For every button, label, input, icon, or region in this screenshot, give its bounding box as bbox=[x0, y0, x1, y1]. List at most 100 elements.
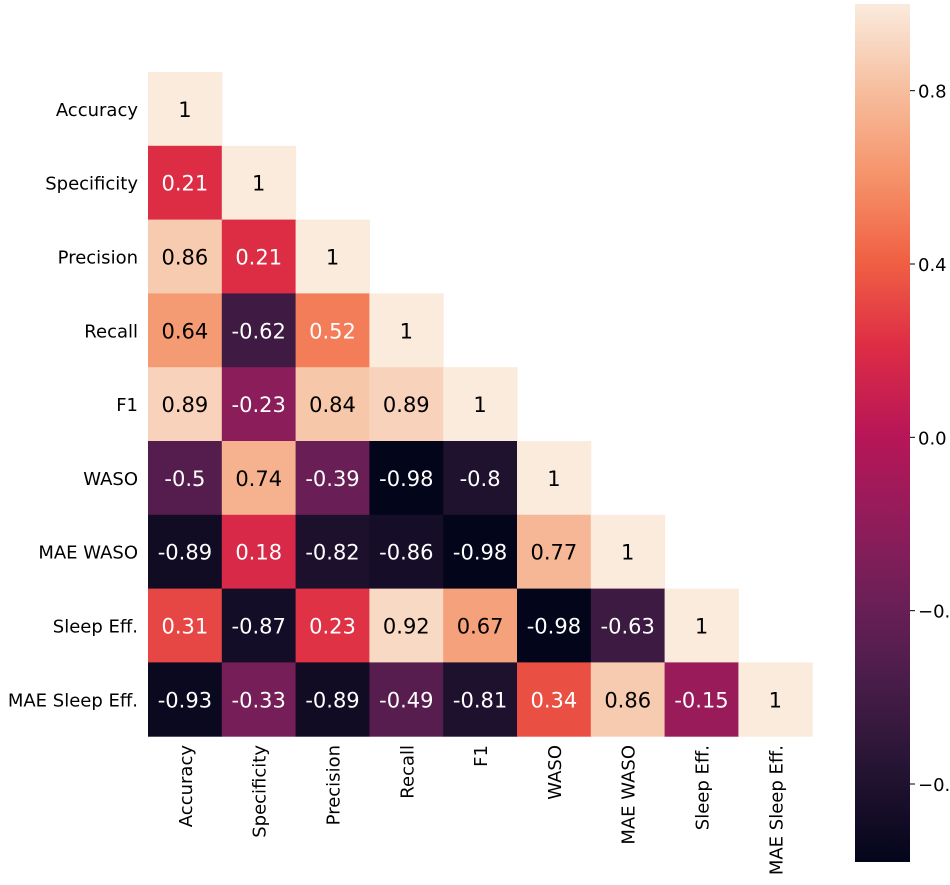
cell-value-label: 1 bbox=[473, 393, 486, 417]
heatmap-cell bbox=[148, 367, 223, 442]
heatmap-cell bbox=[221, 367, 297, 442]
row-label: Precision bbox=[58, 248, 138, 269]
cell-value-label: 1 bbox=[178, 98, 191, 122]
colorbar-tick-label: 0.8 bbox=[918, 82, 947, 103]
cell-value-label: 1 bbox=[695, 615, 708, 639]
heatmap-cell bbox=[148, 219, 223, 294]
cell-value-label: 0.64 bbox=[162, 319, 209, 343]
cell-value-label: -0.98 bbox=[527, 615, 581, 639]
colorbar-tick-label: 0.0 bbox=[918, 428, 947, 449]
heatmap-cell bbox=[443, 514, 518, 590]
heatmap-cell bbox=[369, 441, 444, 516]
heatmap-cell bbox=[369, 367, 444, 442]
colorbar-tick-label: −0.4 bbox=[918, 602, 950, 623]
row-label: Accuracy bbox=[56, 100, 139, 121]
heatmap-cell bbox=[443, 662, 518, 737]
heatmap-cell bbox=[738, 662, 813, 737]
heatmap-cell bbox=[369, 588, 444, 663]
heatmap-cell bbox=[148, 293, 223, 368]
cell-value-label: 0.21 bbox=[162, 172, 209, 196]
cell-value-label: -0.89 bbox=[158, 541, 212, 565]
cell-value-label: 0.89 bbox=[383, 393, 430, 417]
heatmap-cell bbox=[148, 72, 223, 147]
cell-value-label: -0.93 bbox=[158, 688, 212, 712]
heatmap-cell bbox=[369, 514, 444, 590]
column-label: Precision bbox=[324, 745, 345, 825]
row-label: Sleep Eff. bbox=[53, 617, 138, 638]
cell-value-label: 1 bbox=[547, 467, 560, 491]
heatmap-cell bbox=[443, 367, 518, 442]
heatmap-cell bbox=[590, 588, 666, 663]
heatmap-cell bbox=[590, 514, 666, 590]
column-label: WASO bbox=[545, 745, 566, 800]
cell-value-label: 0.18 bbox=[235, 541, 282, 565]
heatmap-cell bbox=[295, 514, 370, 590]
heatmap-cell bbox=[517, 588, 592, 663]
row-label: WASO bbox=[83, 469, 138, 490]
cell-value-label: -0.39 bbox=[305, 467, 359, 491]
heatmap-cell bbox=[148, 588, 223, 663]
heatmap-cell bbox=[221, 514, 297, 590]
column-label: Specificity bbox=[250, 745, 271, 838]
heatmap-cell bbox=[148, 441, 223, 516]
heatmap-cell bbox=[517, 662, 592, 737]
cell-value-label: 1 bbox=[621, 541, 634, 565]
cell-value-label: 0.34 bbox=[531, 688, 578, 712]
cell-value-label: -0.89 bbox=[305, 688, 359, 712]
row-label: Recall bbox=[84, 321, 138, 342]
heatmap-cell bbox=[369, 662, 444, 737]
heatmap-cell bbox=[517, 441, 592, 516]
row-label: Specificity bbox=[45, 174, 138, 195]
cell-value-label: -0.63 bbox=[601, 615, 655, 639]
cell-value-label: -0.82 bbox=[305, 541, 359, 565]
heatmap-cell bbox=[664, 662, 739, 737]
cell-value-label: 1 bbox=[252, 172, 265, 196]
cell-value-label: -0.86 bbox=[379, 541, 433, 565]
cell-value-label: -0.23 bbox=[232, 393, 286, 417]
column-label: MAE WASO bbox=[619, 745, 640, 845]
cell-value-label: 0.77 bbox=[531, 541, 578, 565]
heatmap-cell bbox=[590, 662, 666, 737]
cell-value-label: -0.98 bbox=[379, 467, 433, 491]
cell-value-label: -0.15 bbox=[674, 688, 728, 712]
cell-value-label: -0.87 bbox=[232, 615, 286, 639]
heatmap-cell bbox=[295, 219, 370, 294]
heatmap-cell bbox=[295, 588, 370, 663]
heatmap-cell bbox=[369, 293, 444, 368]
heatmap-cell bbox=[443, 441, 518, 516]
cell-value-label: -0.62 bbox=[232, 319, 286, 343]
cell-value-label: -0.81 bbox=[453, 688, 507, 712]
cell-value-label: 0.21 bbox=[235, 246, 282, 270]
row-label: F1 bbox=[116, 395, 138, 416]
column-label: Sleep Eff. bbox=[693, 745, 714, 830]
heatmap-cell bbox=[221, 662, 297, 737]
colorbar bbox=[855, 4, 910, 862]
cell-value-label: 0.67 bbox=[457, 615, 504, 639]
cell-value-label: 0.89 bbox=[162, 393, 209, 417]
column-label: Recall bbox=[397, 745, 418, 799]
cell-value-label: -0.33 bbox=[232, 688, 286, 712]
heatmap-cell bbox=[664, 588, 739, 663]
cell-value-label: 1 bbox=[326, 246, 339, 270]
column-label: F1 bbox=[471, 745, 492, 767]
cell-value-label: 0.23 bbox=[309, 615, 356, 639]
heatmap-cell bbox=[443, 588, 518, 663]
cell-value-label: -0.98 bbox=[453, 541, 507, 565]
row-label: MAE Sleep Eff. bbox=[8, 690, 138, 711]
row-label: MAE WASO bbox=[38, 543, 138, 564]
cell-value-label: 0.52 bbox=[309, 319, 356, 343]
cell-value-label: -0.5 bbox=[164, 467, 205, 491]
column-label: MAE Sleep Eff. bbox=[766, 745, 787, 875]
heatmap-cell bbox=[221, 145, 297, 221]
cell-value-label: 0.84 bbox=[309, 393, 356, 417]
cell-value-label: 0.74 bbox=[235, 467, 282, 491]
heatmap-cell bbox=[517, 514, 592, 590]
colorbar-tick-label: −0.8 bbox=[918, 775, 950, 796]
cell-value-label: 1 bbox=[769, 688, 782, 712]
cell-value-label: -0.8 bbox=[460, 467, 501, 491]
heatmap-cell bbox=[295, 662, 370, 737]
heatmap-cell bbox=[221, 588, 297, 663]
heatmap-cell bbox=[148, 514, 223, 590]
cell-value-label: 0.86 bbox=[162, 246, 209, 270]
